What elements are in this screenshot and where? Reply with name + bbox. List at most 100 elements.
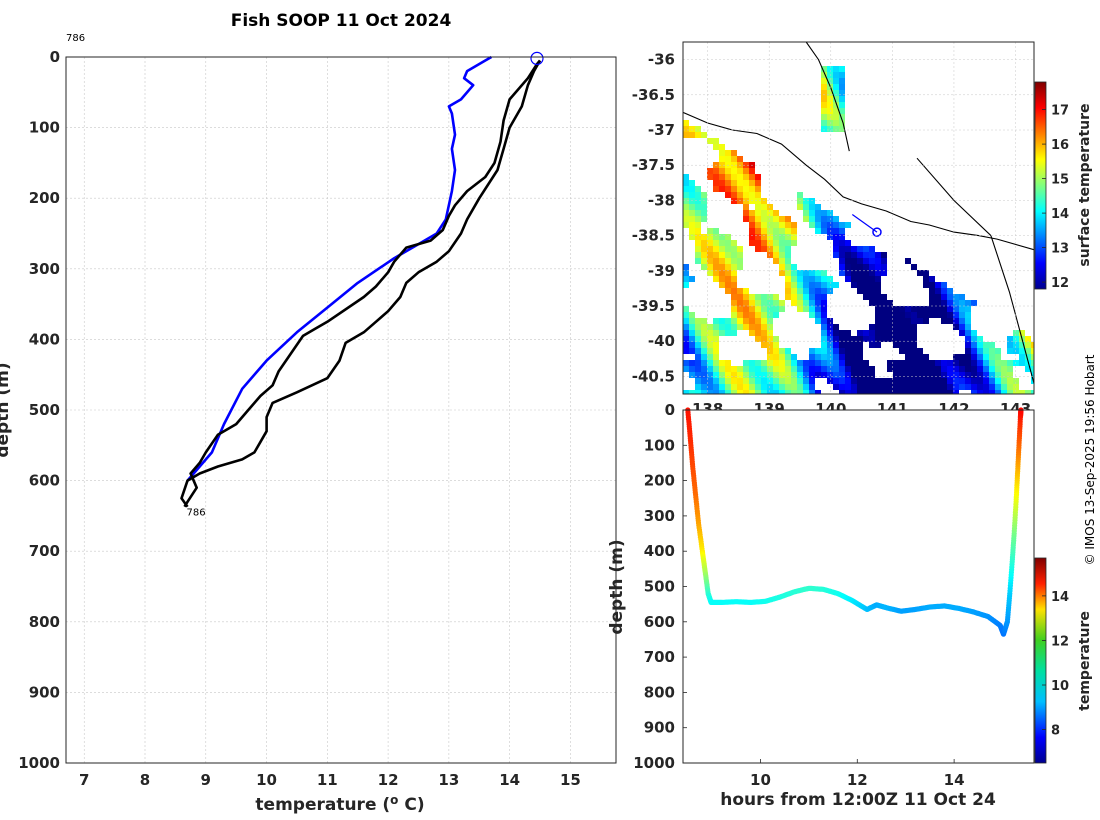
sst-cell	[779, 378, 785, 384]
sst-cell	[827, 360, 833, 366]
sst-cell	[719, 330, 725, 336]
sst-cell	[869, 330, 875, 336]
sst-cell	[857, 276, 863, 282]
temperature-colorbar-ramp	[1034, 557, 1047, 764]
sst-cell	[743, 216, 749, 222]
sst-cell	[953, 366, 959, 372]
profile-y-tick-label: 900	[29, 683, 60, 701]
sst-cell	[989, 384, 995, 390]
sst-cell	[695, 258, 701, 264]
sst-cell	[953, 390, 959, 394]
sst-cell	[809, 216, 815, 222]
sst-cell	[803, 366, 809, 372]
sst-cell	[851, 276, 857, 282]
sst-cell	[737, 198, 743, 204]
sst-cell	[785, 384, 791, 390]
sst-cell	[1025, 354, 1031, 360]
sst-cell	[707, 348, 713, 354]
sst-cell	[809, 306, 815, 312]
sst-cell	[833, 330, 839, 336]
sst-cell	[995, 360, 1001, 366]
sst-cell	[905, 384, 911, 390]
sst-cell	[749, 324, 755, 330]
sst-cell	[731, 312, 737, 318]
sst-cell	[881, 318, 887, 324]
sst-cell	[965, 366, 971, 372]
sst-cell	[809, 384, 815, 390]
sst-cell	[779, 270, 785, 276]
sst-cell	[719, 150, 725, 156]
sst-cell	[737, 318, 743, 324]
sst-cell	[761, 372, 767, 378]
sst-cell	[989, 366, 995, 372]
profile-y-tick-label: 500	[29, 401, 60, 419]
sst-cell	[833, 216, 839, 222]
sst-cell	[809, 222, 815, 228]
sst-cell	[731, 264, 737, 270]
sst-cell	[911, 324, 917, 330]
sst-cell	[995, 378, 1001, 384]
sst-cell	[959, 378, 965, 384]
sst-cell	[689, 228, 695, 234]
sst-cell	[719, 180, 725, 186]
sst-cell	[755, 300, 761, 306]
sst-cell	[767, 390, 773, 394]
sst-cell	[869, 282, 875, 288]
map-lat-tick-label: -37	[648, 121, 675, 139]
sst-cell	[857, 342, 863, 348]
sst-cell	[911, 342, 917, 348]
sst-cell	[701, 210, 707, 216]
sst-cell	[791, 240, 797, 246]
sst-cell	[881, 378, 887, 384]
sst-cell	[827, 318, 833, 324]
sst-cell	[701, 366, 707, 372]
sst-cell	[821, 90, 827, 96]
sst-cell	[833, 114, 839, 120]
sst-cell	[887, 336, 893, 342]
sst-cell	[821, 114, 827, 120]
sst-cell	[725, 168, 731, 174]
sst-cell	[725, 390, 731, 394]
sst-cell	[779, 228, 785, 234]
sst-cell	[695, 222, 701, 228]
sst-cell	[983, 342, 989, 348]
sst-cell	[749, 330, 755, 336]
surface-temperature-colorbar-tick-label: 17	[1051, 104, 1069, 119]
sst-cell	[695, 204, 701, 210]
sst-cell	[791, 390, 797, 394]
sst-cell	[731, 306, 737, 312]
sst-cell	[725, 276, 731, 282]
sst-cell	[731, 240, 737, 246]
sst-cell	[827, 354, 833, 360]
temperature-colorbar-tick-label: 8	[1051, 724, 1060, 739]
sst-cell	[971, 366, 977, 372]
sst-cell	[977, 372, 983, 378]
sst-cell	[821, 342, 827, 348]
sst-cell	[1025, 336, 1031, 342]
sst-cell	[809, 378, 815, 384]
sst-cell	[761, 216, 767, 222]
sst-cell	[737, 372, 743, 378]
sst-cell	[959, 330, 965, 336]
sst-cell	[827, 276, 833, 282]
sst-cell	[935, 372, 941, 378]
sst-cell	[785, 390, 791, 394]
sst-cell	[719, 156, 725, 162]
sst-map-axes: -36 -36.5 -37 -37.5 -38 -38.5 -39 -39.5 -40 -40.5…	[632, 41, 1035, 418]
sst-cell	[689, 198, 695, 204]
sst-cell	[719, 252, 725, 258]
sst-cell	[911, 318, 917, 324]
sst-cell	[893, 342, 899, 348]
sst-cell	[821, 270, 827, 276]
sst-cell	[743, 306, 749, 312]
sst-cell	[719, 144, 725, 150]
temperature-colorbar-label: temperature	[1077, 611, 1093, 711]
sst-cell	[845, 264, 851, 270]
sst-cell	[737, 156, 743, 162]
sst-cell	[773, 228, 779, 234]
sst-cell	[839, 126, 845, 132]
sst-cell	[851, 252, 857, 258]
sst-cell	[935, 306, 941, 312]
sst-cell	[833, 360, 839, 366]
sst-cell	[905, 324, 911, 330]
